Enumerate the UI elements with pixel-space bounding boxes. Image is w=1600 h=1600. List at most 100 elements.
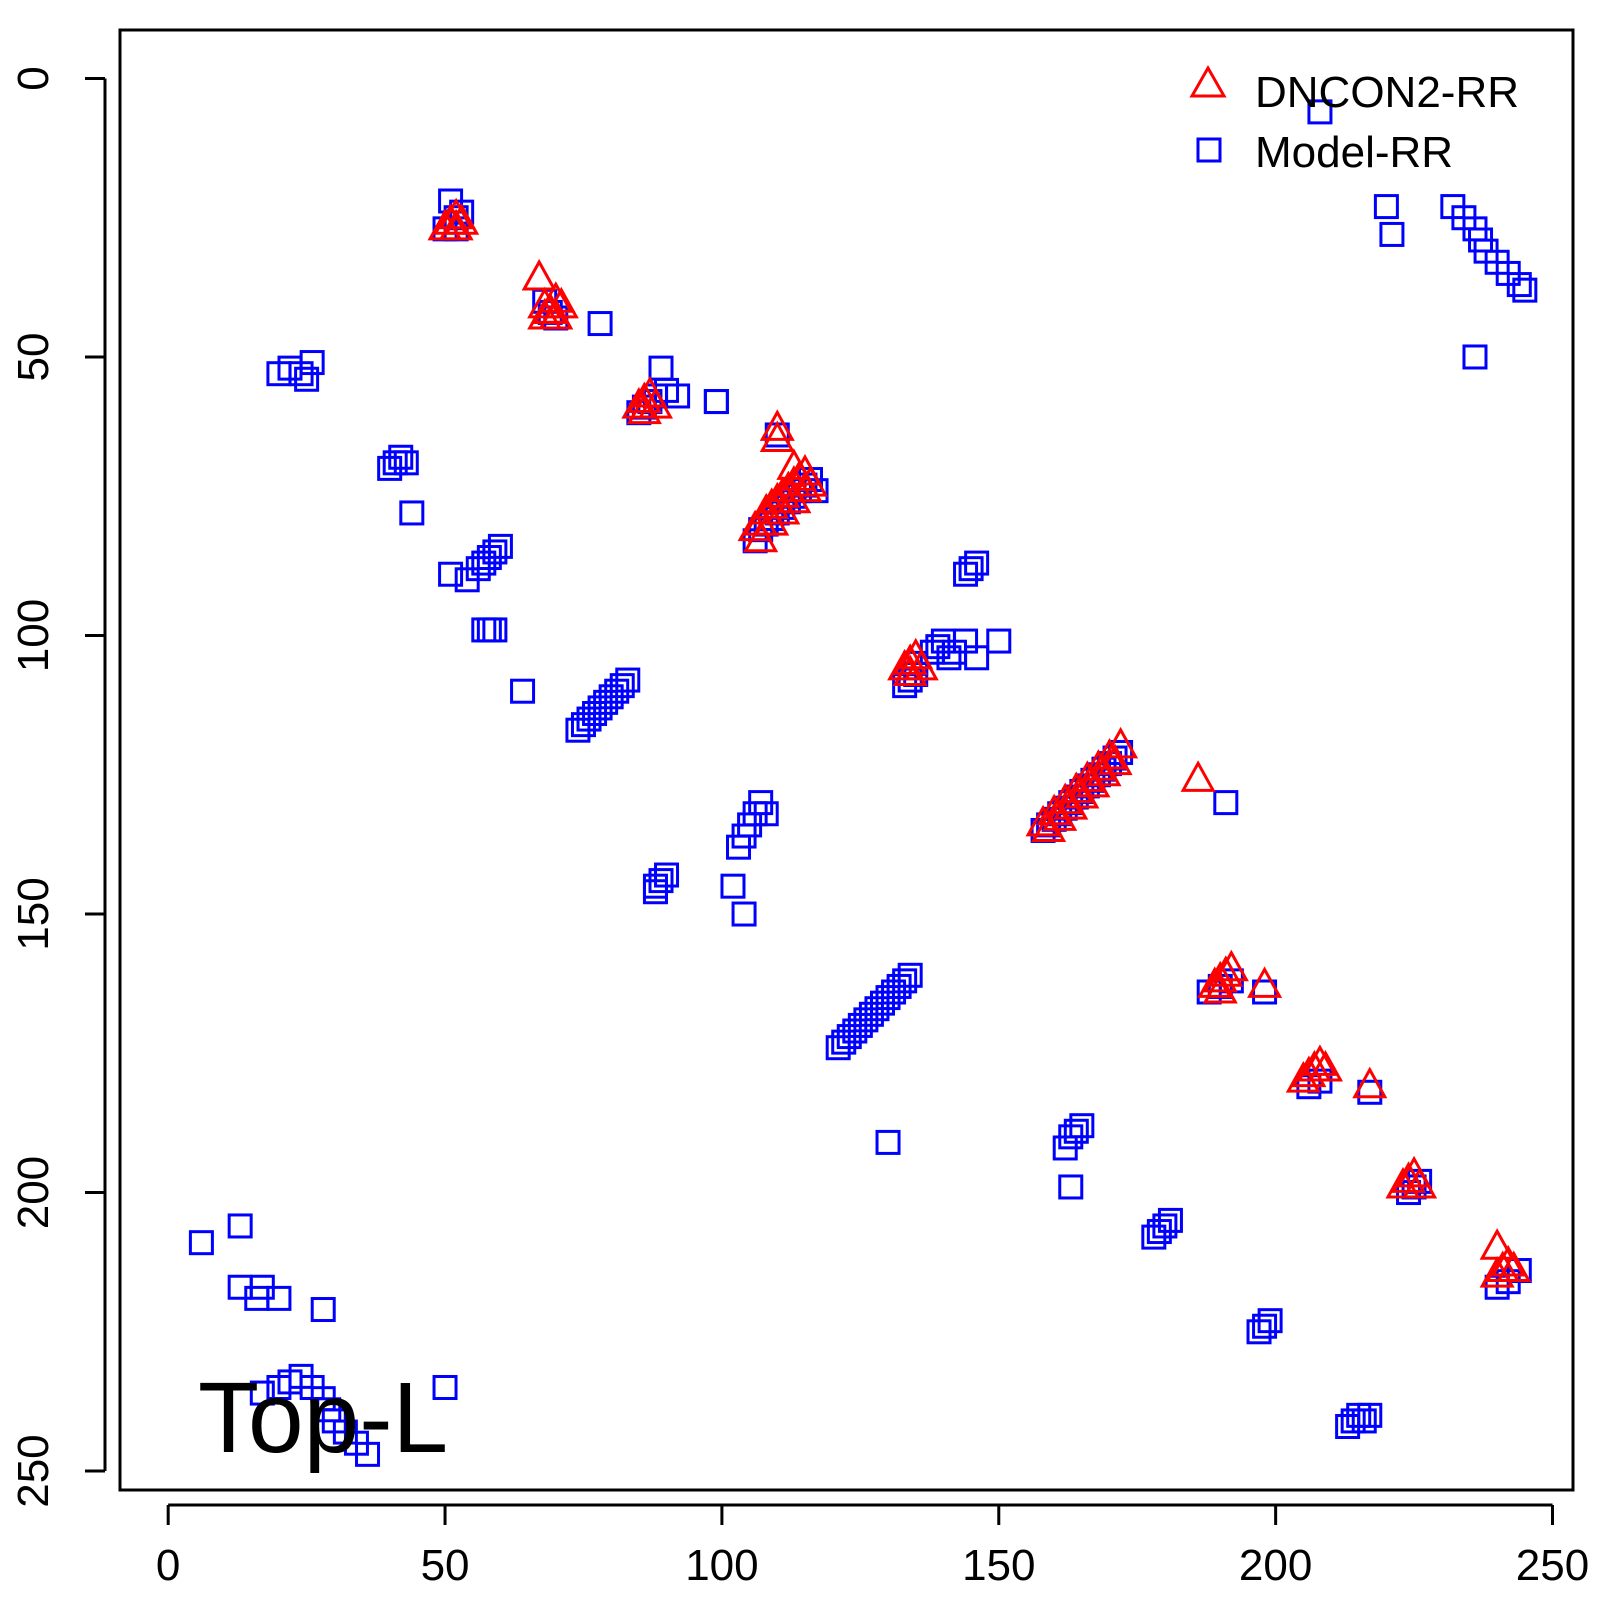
y-tick-label: 150: [9, 877, 58, 950]
triangle-point: [1042, 799, 1078, 831]
square-point: [936, 645, 962, 671]
square-point: [587, 311, 613, 337]
triangle-point: [1075, 765, 1111, 798]
square-point: [1379, 221, 1405, 247]
square-point: [964, 550, 990, 576]
square-point: [393, 450, 419, 476]
plot-frame: [118, 28, 1575, 1492]
data-points: [188, 99, 1538, 1467]
square-point: [642, 879, 668, 905]
square-point: [875, 1129, 901, 1155]
panel-label: Top-L: [198, 1362, 448, 1474]
square-point: [510, 678, 536, 704]
square-point: [294, 366, 320, 392]
triangle-point: [1202, 960, 1238, 993]
x-tick-label: 0: [156, 1541, 180, 1590]
triangle-point: [743, 520, 779, 553]
square-point: [964, 645, 990, 671]
square-point: [355, 1441, 381, 1467]
triangle-point: [1213, 949, 1249, 982]
triangle-point: [427, 208, 463, 241]
square-point: [731, 901, 757, 927]
square-point: [1063, 1118, 1089, 1144]
triangle-point: [521, 258, 557, 291]
square-point: [188, 1230, 214, 1256]
square-point: [1069, 1113, 1095, 1139]
square-point: [958, 556, 984, 582]
square-point: [1357, 1402, 1383, 1428]
square-point: [1462, 344, 1488, 370]
square-point: [1152, 1213, 1178, 1239]
square-point: [720, 873, 746, 899]
square-point: [703, 389, 729, 415]
y-tick-label: 200: [9, 1156, 58, 1229]
x-tick-label: 150: [962, 1541, 1035, 1590]
square-point: [227, 1213, 253, 1239]
square-point: [1373, 194, 1399, 220]
square-point: [615, 667, 641, 693]
square-point: [432, 1375, 458, 1401]
y-tick-label: 100: [9, 599, 58, 672]
square-point: [1252, 1313, 1278, 1339]
triangle-point: [444, 203, 480, 235]
triangle-point: [1490, 1244, 1526, 1277]
triangle-point: [776, 481, 812, 514]
square-point: [299, 350, 325, 376]
x-tick-label: 100: [685, 1541, 758, 1590]
square-point: [1058, 1174, 1084, 1200]
triangle-point: [1302, 1044, 1338, 1076]
x-tick-label: 250: [1516, 1541, 1589, 1590]
legend: DNCON2-RR Model-RR: [1189, 64, 1519, 177]
square-point: [1351, 1408, 1377, 1434]
x-tick-label: 200: [1239, 1541, 1312, 1590]
triangle-point: [1352, 1066, 1388, 1099]
square-point: [665, 383, 691, 409]
triangle-point: [626, 392, 662, 425]
triangle-point: [438, 197, 474, 230]
legend-label-model: Model-RR: [1255, 128, 1453, 177]
y-tick-label: 250: [9, 1434, 58, 1507]
square-point: [310, 1297, 336, 1323]
legend-square-marker: [1196, 137, 1222, 163]
square-point: [897, 962, 923, 988]
square-point: [249, 1380, 275, 1406]
triangle-point: [1064, 776, 1100, 809]
triangle-point: [1086, 754, 1122, 787]
square-point: [388, 444, 414, 470]
square-point: [1213, 790, 1239, 816]
x-tick-label: 50: [421, 1541, 470, 1590]
triangle-point: [1307, 1049, 1344, 1082]
triangle-point: [1053, 788, 1089, 820]
square-point: [487, 533, 513, 559]
legend-label-dncon2: DNCON2-RR: [1255, 68, 1519, 117]
square-point: [438, 561, 464, 587]
triangle-point: [1180, 760, 1216, 792]
square-point: [1506, 272, 1532, 298]
triangle-point: [1402, 1166, 1438, 1199]
y-tick-label: 0: [9, 66, 58, 90]
square-point: [753, 801, 779, 827]
square-point: [1257, 1308, 1283, 1334]
triangle-point: [538, 297, 574, 330]
triangle-point: [792, 465, 829, 497]
triangle-point: [1202, 971, 1238, 1004]
triangle-point: [1197, 966, 1233, 998]
y-tick-label: 50: [9, 333, 58, 382]
triangle-point: [759, 409, 795, 441]
square-point: [1512, 277, 1538, 303]
square-point: [482, 617, 508, 643]
triangle-point: [754, 504, 790, 536]
axes: 0 50 100 150 200 250 0 50 100 150 200 250: [9, 66, 1589, 1590]
triangle-point: [759, 420, 795, 453]
square-point: [266, 1285, 292, 1311]
triangle-point: [765, 492, 801, 525]
square-point: [1307, 99, 1333, 125]
triangle-point: [532, 292, 568, 324]
series-triangle: [427, 197, 1532, 1288]
legend-triangle-marker: [1189, 64, 1227, 98]
square-point: [482, 539, 508, 565]
square-point: [892, 968, 918, 994]
triangle-point: [1031, 810, 1067, 842]
